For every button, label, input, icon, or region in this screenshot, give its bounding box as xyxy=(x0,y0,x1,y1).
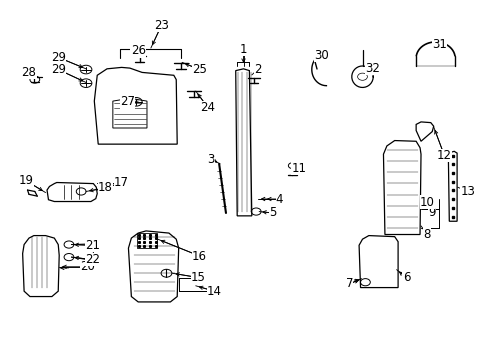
Text: 12: 12 xyxy=(436,149,451,162)
Text: 20: 20 xyxy=(80,260,95,273)
Text: 11: 11 xyxy=(291,162,306,175)
Text: 19: 19 xyxy=(19,174,34,187)
Text: 16: 16 xyxy=(192,249,207,262)
Text: 27: 27 xyxy=(120,95,135,108)
Text: 5: 5 xyxy=(268,207,276,220)
Text: 2: 2 xyxy=(253,63,261,76)
Text: 14: 14 xyxy=(206,285,222,298)
Text: 10: 10 xyxy=(419,196,434,209)
Text: 6: 6 xyxy=(402,271,409,284)
Text: 24: 24 xyxy=(200,101,215,114)
Text: 9: 9 xyxy=(427,207,435,220)
Text: 18: 18 xyxy=(98,181,113,194)
Text: 3: 3 xyxy=(207,153,215,166)
Text: 23: 23 xyxy=(154,19,169,32)
Text: 17: 17 xyxy=(114,176,129,189)
Text: 1: 1 xyxy=(239,42,247,55)
Text: 8: 8 xyxy=(423,228,430,241)
Text: 29: 29 xyxy=(51,51,65,64)
Text: 22: 22 xyxy=(85,253,100,266)
Text: 26: 26 xyxy=(130,44,145,57)
Text: 29: 29 xyxy=(51,63,65,76)
Text: 4: 4 xyxy=(275,193,283,206)
Text: 30: 30 xyxy=(313,49,328,62)
Text: 7: 7 xyxy=(345,278,352,291)
Text: 21: 21 xyxy=(85,239,100,252)
Text: 32: 32 xyxy=(364,62,379,75)
Text: 13: 13 xyxy=(459,185,474,198)
Text: 31: 31 xyxy=(431,38,446,51)
Text: 25: 25 xyxy=(192,63,206,76)
Text: 28: 28 xyxy=(21,66,36,79)
Text: 15: 15 xyxy=(190,271,205,284)
